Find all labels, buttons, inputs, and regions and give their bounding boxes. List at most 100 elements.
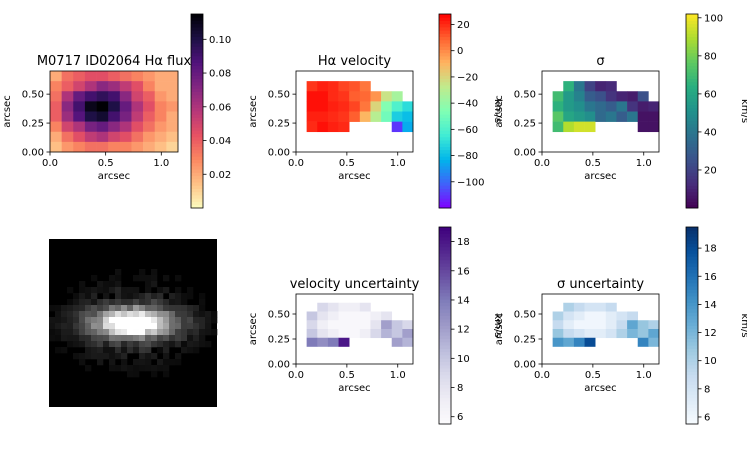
- y-tick-label: 0.50: [22, 90, 44, 101]
- colorbar-tick-label: 6: [704, 412, 710, 423]
- colorbar-segment: [191, 127, 203, 131]
- image-pixel: [55, 311, 62, 318]
- colorbar-segment: [191, 101, 203, 105]
- image-pixel: [85, 347, 92, 354]
- colorbar-segment: [439, 159, 451, 164]
- image-pixel: [91, 305, 98, 312]
- heatmap-cell: [637, 91, 649, 102]
- image-pixel: [103, 293, 110, 300]
- image-pixel: [97, 353, 104, 360]
- image-pixel: [73, 329, 80, 336]
- heatmap-cell: [648, 337, 660, 347]
- image-pixel: [127, 311, 134, 318]
- colorbar-segment: [439, 374, 451, 379]
- colorbar-segment: [191, 159, 203, 164]
- image-pixel: [79, 317, 86, 324]
- panel-1: [292, 13, 455, 209]
- heatmap-cell: [166, 111, 179, 122]
- image-pixel: [121, 347, 128, 354]
- y-tick-label: 0.50: [268, 90, 290, 101]
- image-pixel: [103, 353, 110, 360]
- colorbar-segment: [686, 94, 698, 99]
- image-pixel: [187, 329, 194, 336]
- heatmap-cell: [605, 101, 617, 112]
- heatmap-cell: [381, 329, 393, 339]
- image-pixel: [121, 359, 128, 366]
- panel-0: [46, 13, 207, 209]
- axes-frame: [541, 70, 660, 153]
- heatmap-cell: [616, 111, 628, 122]
- colorbar-segment: [686, 358, 698, 363]
- colorbar-segment: [439, 36, 451, 41]
- x-tick-label: 0.5: [585, 158, 601, 169]
- colorbar-segment: [686, 272, 698, 277]
- colorbar-segment: [439, 123, 451, 128]
- heatmap-cell: [317, 320, 329, 330]
- image-pixel: [121, 323, 128, 330]
- colorbar-segment: [686, 387, 698, 392]
- colorbar-segment: [439, 378, 451, 382]
- heatmap-cell: [627, 329, 639, 339]
- heatmap-cell: [338, 111, 350, 122]
- colorbar-segment: [439, 120, 451, 125]
- heatmap-cell: [573, 81, 585, 92]
- image-pixel: [193, 341, 200, 348]
- colorbar-segment: [439, 279, 451, 284]
- image-pixel: [85, 311, 92, 318]
- image-pixel: [55, 317, 62, 324]
- image-pixel: [61, 347, 68, 354]
- colorbar-segment: [439, 318, 451, 323]
- image-pixel: [85, 317, 92, 324]
- heatmap-cell: [359, 101, 371, 112]
- heatmap-cell: [96, 91, 109, 102]
- heatmap-cell: [306, 121, 318, 133]
- image-pixel: [121, 341, 128, 348]
- colorbar-segment: [686, 286, 698, 290]
- heatmap-cell: [370, 320, 382, 330]
- heatmap-cell: [402, 101, 414, 112]
- y-axis-label: arcsec: [2, 95, 13, 127]
- heatmap-cell: [627, 311, 639, 321]
- colorbar-segment: [686, 381, 698, 385]
- image-pixel: [175, 329, 182, 336]
- colorbar-tick-label: 12: [704, 328, 717, 339]
- heatmap-cell: [154, 81, 167, 92]
- galaxy-image: [49, 239, 218, 407]
- colorbar-tick-label: 8: [457, 383, 463, 394]
- heatmap-cell: [327, 329, 339, 339]
- colorbar-segment: [439, 204, 451, 209]
- colorbar-segment: [439, 299, 451, 303]
- heatmap-cell: [381, 91, 393, 102]
- heatmap-cell: [317, 337, 329, 347]
- image-pixel: [61, 305, 68, 312]
- colorbar-segment: [686, 62, 698, 67]
- image-pixel: [145, 281, 152, 288]
- heatmap-cell: [573, 302, 585, 312]
- heatmap-cell: [154, 91, 167, 102]
- colorbar-segment: [439, 111, 451, 115]
- colorbar-segment: [686, 159, 698, 164]
- image-pixel: [127, 341, 134, 348]
- colorbar-segment: [439, 249, 451, 254]
- heatmap-cell: [402, 320, 414, 330]
- colorbar-segment: [439, 117, 451, 122]
- colorbar-segment: [686, 289, 698, 294]
- colorbar-segment: [686, 26, 698, 31]
- image-pixel: [49, 335, 56, 342]
- colorbar-segment: [439, 358, 451, 363]
- colorbar-segment: [686, 72, 698, 76]
- image-pixel: [181, 317, 188, 324]
- image-pixel: [127, 371, 134, 378]
- heatmap-cell: [327, 91, 339, 102]
- colorbar-segment: [686, 420, 698, 425]
- colorbar-segment: [686, 182, 698, 186]
- heatmap-cell: [143, 141, 156, 153]
- colorbar-segment: [686, 227, 698, 231]
- image-pixel: [91, 311, 98, 318]
- y-axis-label: arcsec: [494, 313, 505, 345]
- x-tick-label: 0.0: [42, 158, 58, 169]
- heatmap-cell: [96, 131, 109, 143]
- image-pixel: [55, 305, 62, 312]
- colorbar-segment: [191, 140, 203, 144]
- heatmap-cell: [84, 141, 97, 153]
